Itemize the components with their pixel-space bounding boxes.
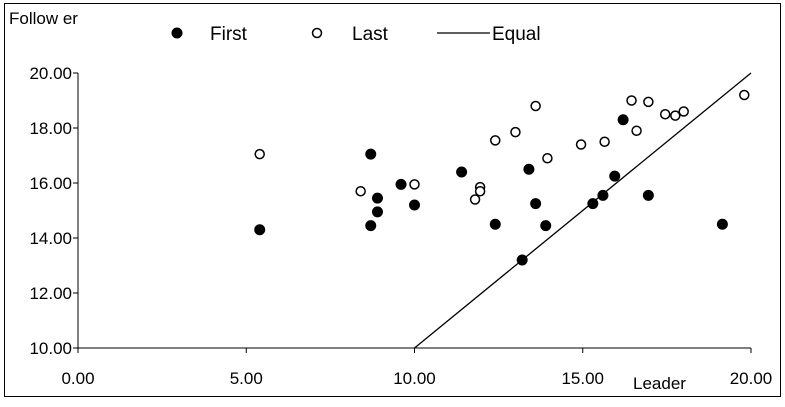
point-first xyxy=(642,189,654,201)
y-tick-label: 12.00 xyxy=(29,284,72,303)
point-first xyxy=(617,114,629,126)
point-last xyxy=(510,126,521,138)
point-first xyxy=(395,178,407,190)
point-last xyxy=(575,139,587,150)
y-axis-title: Follow er xyxy=(9,9,78,28)
point-last xyxy=(739,89,750,101)
point-last xyxy=(490,135,501,146)
points-layer xyxy=(254,89,750,266)
equal-line-layer xyxy=(414,72,752,349)
y-tick-label: 14.00 xyxy=(29,229,72,248)
point-last xyxy=(631,125,642,136)
y-tick-label: 20.00 xyxy=(29,64,72,83)
tick-labels: 10.00 12.00 14.00 16.00 18.00 20.00 0.00 5.00 10… xyxy=(29,64,772,388)
point-first xyxy=(371,206,383,218)
point-first xyxy=(597,189,609,201)
legend-marker-last xyxy=(311,27,323,39)
point-last xyxy=(542,153,553,164)
point-first xyxy=(516,254,528,266)
point-last xyxy=(670,110,681,121)
point-last xyxy=(254,148,265,160)
point-first xyxy=(523,163,535,175)
x-tick-label: 10.00 xyxy=(393,369,436,388)
legend-label-first: First xyxy=(210,24,248,45)
point-first xyxy=(540,220,552,232)
x-tick-label: 20.00 xyxy=(730,369,773,388)
point-first xyxy=(409,199,420,211)
y-tick-label: 10.00 xyxy=(29,339,72,358)
chart-border xyxy=(4,3,781,397)
point-first xyxy=(365,220,377,232)
legend-marker-first xyxy=(171,27,183,39)
y-tick-label: 16.00 xyxy=(29,174,72,193)
point-last xyxy=(659,109,671,120)
point-last xyxy=(626,95,637,106)
x-tick-label: 5.00 xyxy=(230,369,263,388)
point-first xyxy=(371,192,383,204)
y-tick-label: 18.00 xyxy=(29,119,72,138)
point-last xyxy=(678,106,689,117)
point-last xyxy=(530,100,541,112)
point-first xyxy=(716,218,728,230)
x-tick-label: 15.00 xyxy=(561,369,604,388)
point-first xyxy=(489,218,501,230)
point-first xyxy=(365,148,377,160)
point-first xyxy=(254,224,266,236)
point-first xyxy=(456,166,468,178)
equal-line xyxy=(414,72,752,349)
x-axis-title: Leader xyxy=(633,374,686,393)
point-first xyxy=(609,170,621,182)
point-last xyxy=(409,179,420,190)
point-first xyxy=(530,198,542,210)
legend: First Last Equal xyxy=(171,24,541,45)
point-last xyxy=(599,136,610,147)
legend-label-last: Last xyxy=(352,24,389,45)
legend-label-equal: Equal xyxy=(492,24,541,45)
point-last xyxy=(469,194,481,205)
point-first xyxy=(587,198,599,210)
x-tick-label: 0.00 xyxy=(61,369,94,388)
point-last xyxy=(474,186,486,197)
point-last xyxy=(355,186,366,197)
point-last xyxy=(643,96,654,108)
